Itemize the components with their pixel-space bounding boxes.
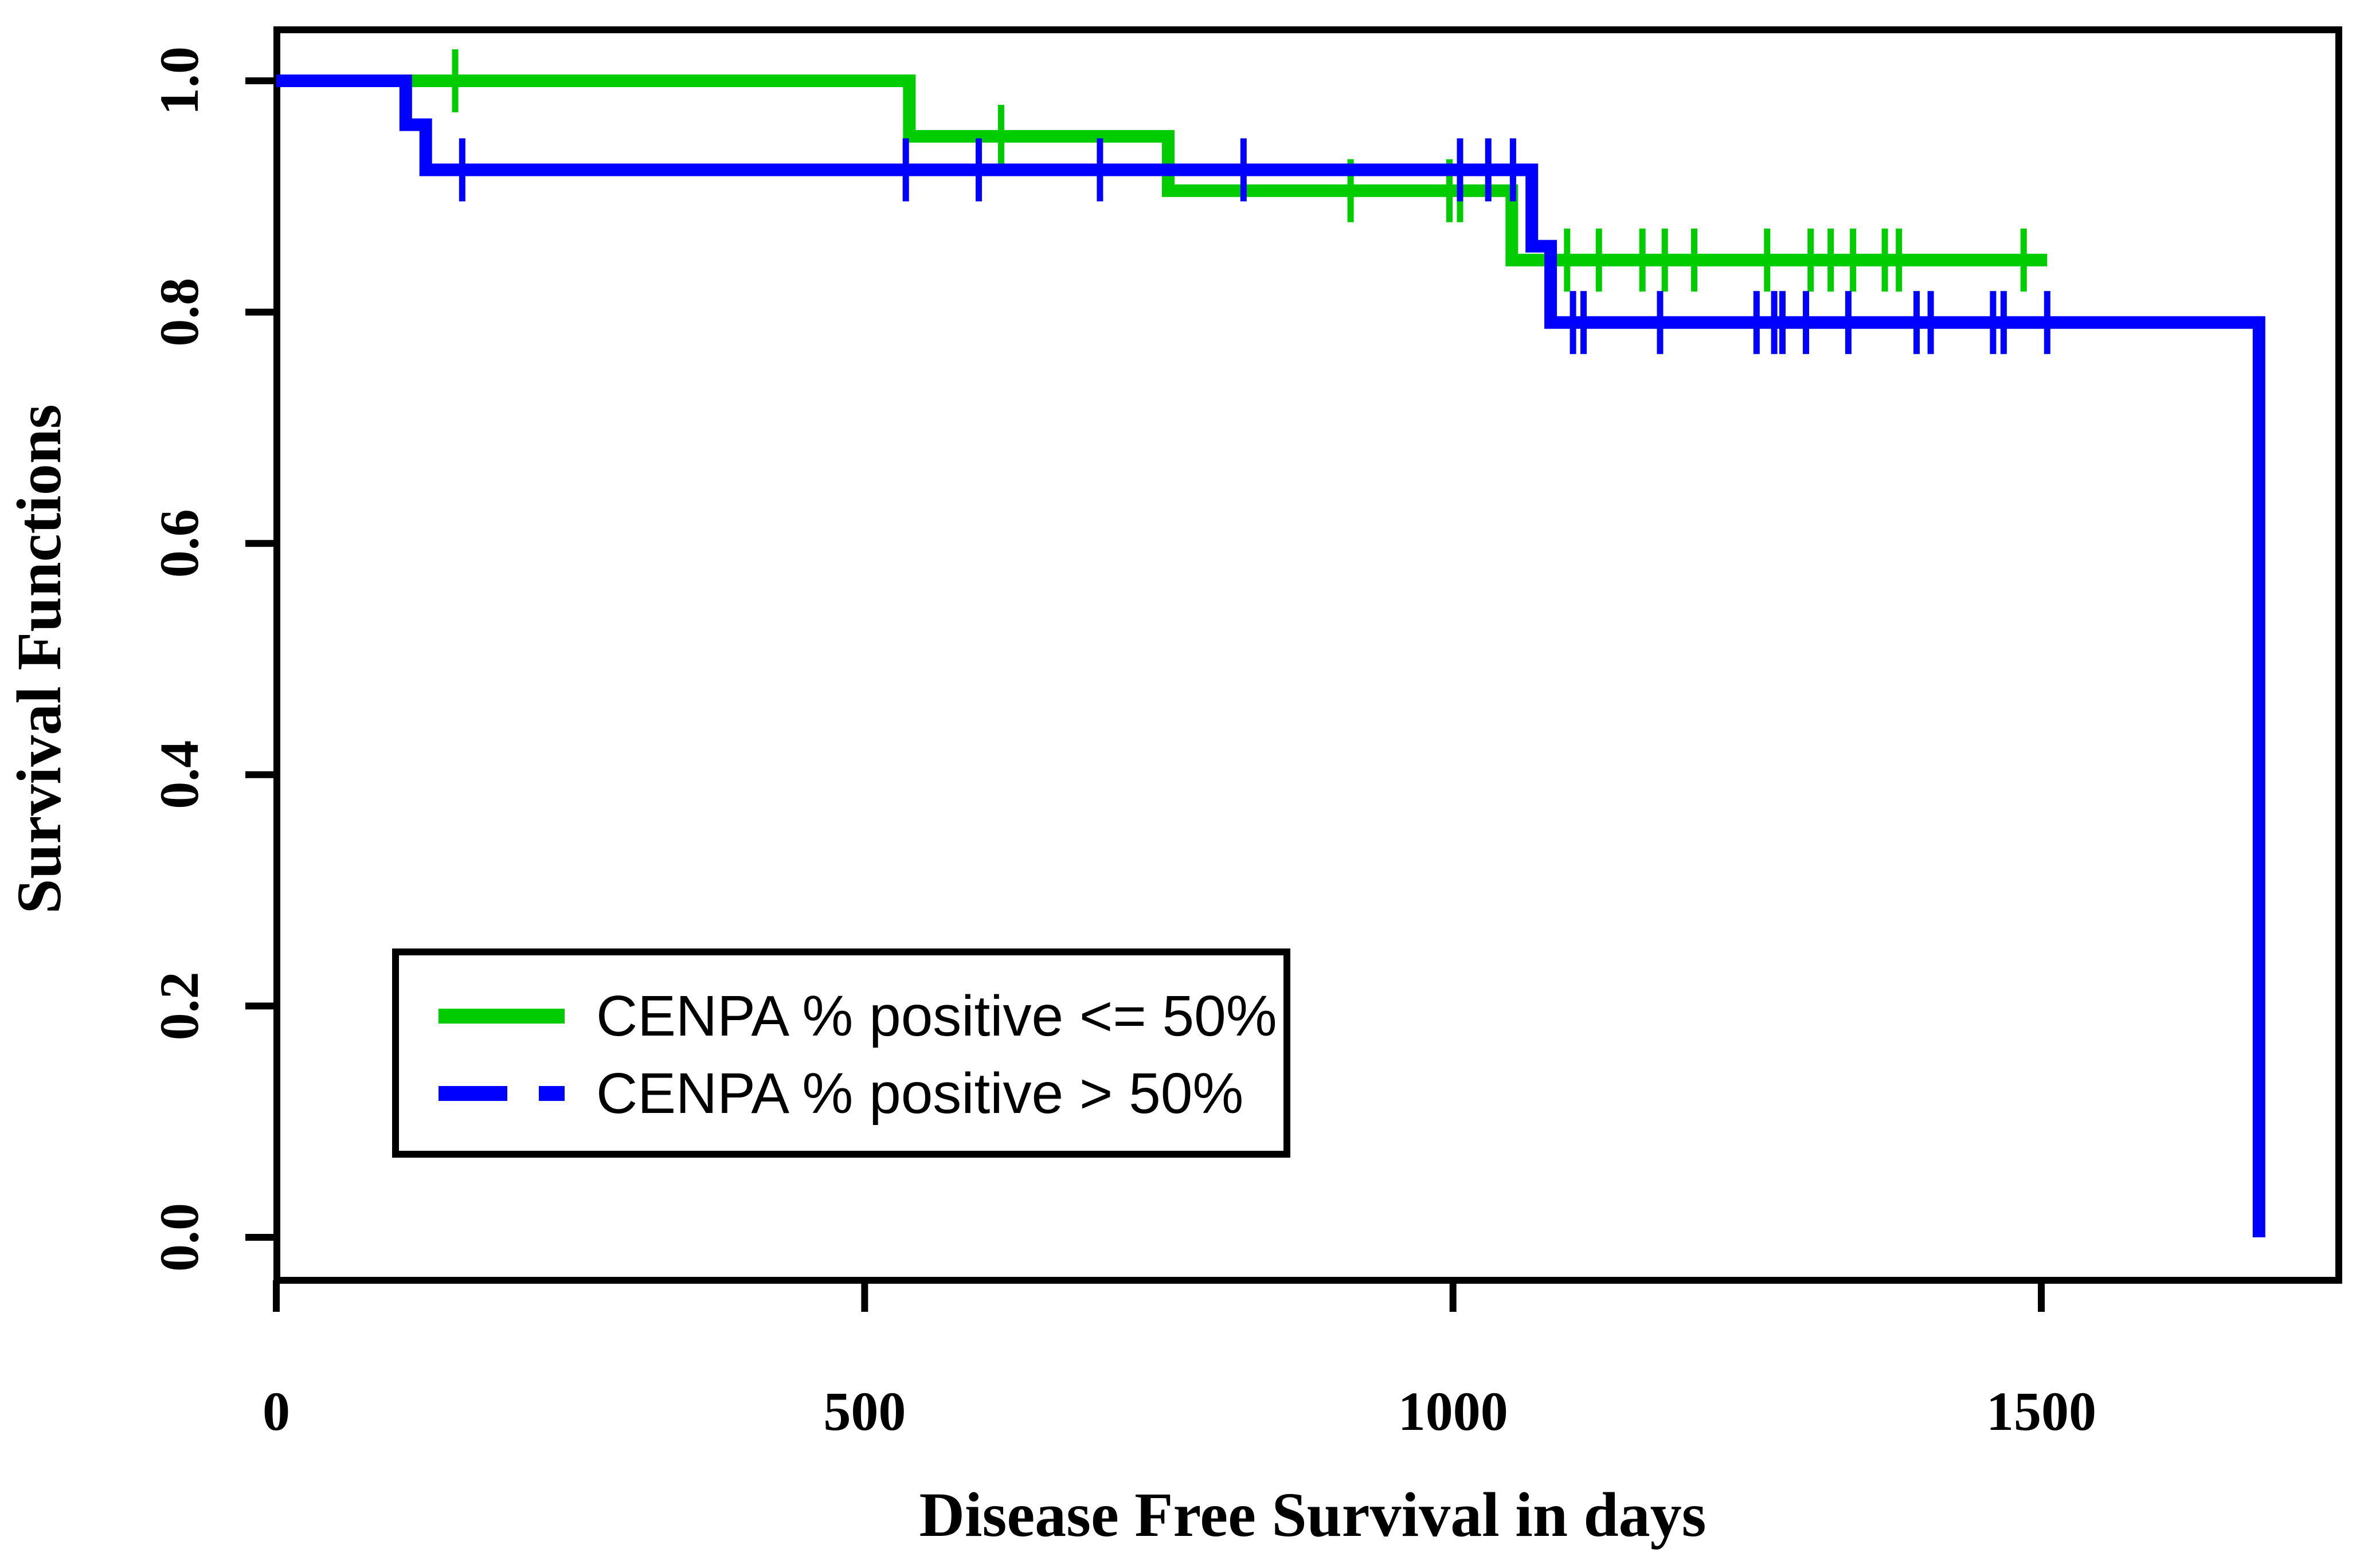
y-tick-label: 0.8 [148,278,210,347]
legend-label: CENPA % positive <= 50% [596,984,1277,1048]
x-axis: 0 500 1000 1500 [263,1280,2096,1442]
survival-curve [276,75,2048,266]
y-tick-label: 0.0 [148,1203,210,1272]
y-tick-label: 1.0 [148,46,210,115]
x-tick-label: 1000 [1398,1381,1508,1442]
y-tick-label: 0.4 [148,740,210,809]
x-tick-label: 500 [823,1381,906,1442]
legend-box [392,948,1290,1158]
plot-box [273,26,2342,1284]
y-tick-label: 0.6 [148,509,210,578]
y-tick-label: 0.2 [148,971,210,1040]
y-axis: 0.0 0.2 0.4 0.6 0.8 1.0 [148,46,277,1272]
y-axis-title: Survival Functions [4,404,74,914]
x-axis-title: Disease Free Survival in days [919,1480,1707,1550]
legend: CENPA % positive <= 50% CENPA % positive … [392,948,1290,1158]
x-tick-label: 1500 [1986,1381,2096,1442]
survival-curve [276,75,2265,1237]
x-tick-label: 0 [263,1381,290,1442]
series-gt50 [276,75,2265,1237]
legend-label: CENPA % positive > 50% [596,1061,1243,1126]
